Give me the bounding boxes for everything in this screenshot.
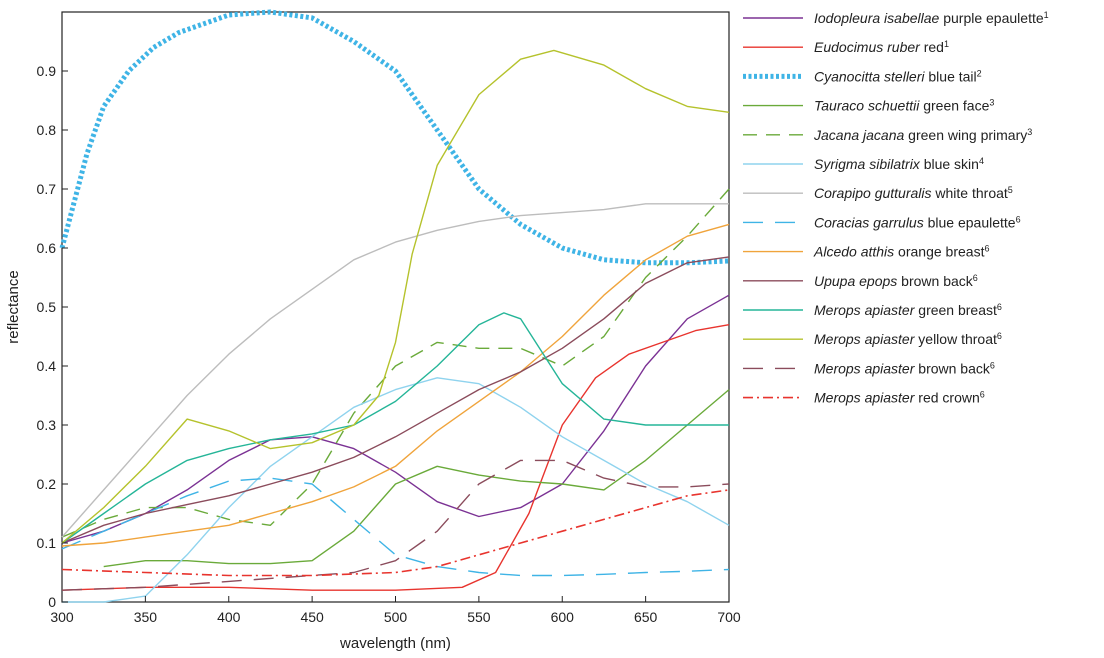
series-line-13	[61, 459, 730, 591]
series-line-10	[61, 256, 730, 544]
x-tick-label: 500	[384, 609, 408, 625]
legend-label-8: Coracias garrulus blue epaulette6	[814, 214, 1021, 230]
x-tick-label: 550	[467, 609, 491, 625]
series-line-4	[103, 389, 730, 568]
series-layer	[59, 9, 730, 603]
series-line-9	[61, 223, 730, 547]
series-line-14	[61, 489, 730, 577]
legend-label-1: Iodopleura isabellae purple epaulette1	[814, 10, 1049, 26]
y-tick-label: 0	[48, 594, 56, 610]
series-line-1	[61, 294, 730, 544]
y-tick-label: 0.1	[37, 535, 57, 551]
plot-area: 300 350 400 450 500 550 600 650 700 0 0.1 0.2 0.3 0.…	[37, 9, 741, 625]
x-tick-label: 350	[134, 609, 158, 625]
x-tick-label: 700	[717, 609, 741, 625]
x-tick-label: 300	[50, 609, 74, 625]
legend-label-2: Eudocimus ruber red1	[814, 39, 949, 55]
y-tick-label: 0.6	[37, 240, 57, 256]
legend-label-10: Upupa epops brown back6	[814, 273, 978, 289]
plot-frame	[61, 11, 730, 603]
legend-label-14: Merops apiaster red crown6	[814, 390, 985, 406]
series-line-12	[61, 49, 730, 544]
legend-label-13: Merops apiaster brown back6	[814, 360, 995, 376]
y-tick-label: 0.7	[37, 181, 57, 197]
y-tick-label: 0.5	[37, 299, 57, 315]
x-tick-label: 650	[634, 609, 658, 625]
series-line-7	[61, 203, 729, 538]
x-tick-label: 400	[217, 609, 241, 625]
y-tick-label: 0.4	[37, 358, 57, 374]
legend-label-5: Jacana jacana green wing primary3	[813, 127, 1032, 143]
series-line-6	[62, 377, 730, 603]
series-line-3	[59, 9, 730, 266]
y-tick-label: 0.9	[37, 63, 57, 79]
y-tick-label: 0.8	[37, 122, 57, 138]
x-tick-label: 600	[551, 609, 575, 625]
y-axis: 0 0.1 0.2 0.3 0.4 0.5 0.6 0.7 0.8 0.9	[37, 63, 68, 610]
legend-label-11: Merops apiaster green breast6	[814, 302, 1002, 318]
x-tick-label: 450	[300, 609, 324, 625]
legend: Iodopleura isabellae purple epaulette1 Eu…	[743, 10, 1049, 406]
y-tick-label: 0.3	[37, 417, 57, 433]
y-axis-label: reflectance	[5, 270, 22, 343]
legend-label-4: Tauraco schuettii green face3	[814, 98, 994, 114]
series-line-11	[61, 312, 729, 544]
legend-label-6: Syrigma sibilatrix blue skin4	[814, 156, 984, 172]
y-tick-label: 0.2	[37, 476, 57, 492]
legend-label-7: Corapipo gutturalis white throat5	[814, 185, 1013, 201]
x-axis-label: wavelength (nm)	[339, 635, 451, 652]
legend-label-9: Alcedo atthis orange breast6	[813, 244, 989, 260]
x-axis: 300 350 400 450 500 550 600 650 700	[50, 596, 741, 625]
series-line-2	[61, 324, 730, 591]
legend-label-3: Cyanocitta stelleri blue tail2	[814, 68, 982, 84]
legend-label-12: Merops apiaster yellow throat6	[814, 331, 1002, 347]
